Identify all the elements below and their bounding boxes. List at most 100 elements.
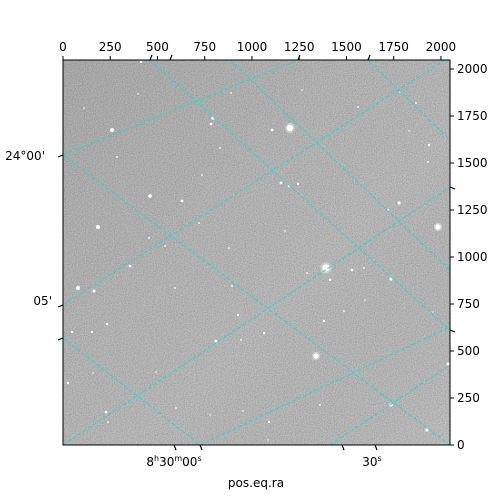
star bbox=[107, 421, 109, 423]
star bbox=[284, 230, 286, 232]
star bbox=[242, 410, 244, 412]
wcs-tick-mark bbox=[57, 337, 64, 341]
dec-tick-label-24-00: 24°00' bbox=[5, 149, 45, 163]
wcs-tick-mark bbox=[341, 444, 345, 451]
star bbox=[83, 107, 85, 109]
grid-line bbox=[63, 60, 446, 306]
right-tick-label: 250 bbox=[457, 391, 480, 405]
star bbox=[306, 272, 308, 274]
star bbox=[328, 278, 332, 282]
ra-tick-label-30s: 30s bbox=[362, 454, 381, 469]
top-tick-label: 250 bbox=[99, 40, 122, 54]
star bbox=[319, 404, 321, 406]
star bbox=[110, 128, 114, 132]
wcs-tick-mark bbox=[367, 54, 371, 61]
right-tick-label: 500 bbox=[457, 344, 480, 358]
top-tick-label: 1250 bbox=[284, 40, 315, 54]
star bbox=[427, 143, 431, 147]
star bbox=[301, 89, 303, 91]
star bbox=[432, 311, 434, 313]
grid-line bbox=[149, 60, 450, 331]
star bbox=[286, 124, 294, 132]
star bbox=[214, 339, 218, 343]
top-pixel-axis: 0 250 500 750 1000 1250 1500 1750 2000 bbox=[59, 40, 456, 60]
plot-frame bbox=[62, 59, 451, 446]
star bbox=[128, 264, 132, 268]
star bbox=[228, 247, 230, 249]
top-tick-label: 750 bbox=[193, 40, 216, 54]
star bbox=[175, 407, 177, 409]
right-tick-label: 0 bbox=[457, 438, 465, 452]
wcs-tick-mark bbox=[169, 54, 173, 61]
star bbox=[230, 92, 232, 94]
star bbox=[90, 330, 94, 334]
star bbox=[236, 313, 240, 317]
wcs-tick-mark bbox=[449, 329, 456, 333]
right-tick-label: 2000 bbox=[457, 62, 488, 76]
star bbox=[343, 310, 345, 312]
star bbox=[198, 222, 200, 224]
wcs-tick-mark bbox=[449, 186, 456, 190]
grid-line bbox=[199, 326, 450, 445]
star bbox=[92, 289, 96, 293]
star bbox=[313, 353, 319, 359]
grid-line bbox=[229, 60, 450, 271]
star bbox=[148, 194, 152, 198]
star bbox=[137, 93, 139, 95]
star bbox=[76, 286, 80, 290]
grid-line bbox=[329, 364, 450, 445]
star bbox=[231, 285, 233, 287]
star bbox=[267, 439, 269, 441]
star bbox=[397, 201, 401, 205]
wcs-tick-mark bbox=[149, 54, 153, 61]
top-tick-label: 2000 bbox=[426, 40, 457, 54]
star bbox=[201, 174, 203, 176]
star bbox=[66, 381, 70, 385]
star bbox=[164, 245, 166, 247]
star bbox=[116, 156, 118, 158]
star bbox=[92, 372, 94, 374]
star bbox=[446, 362, 450, 366]
star bbox=[435, 224, 441, 230]
stars bbox=[66, 60, 450, 441]
right-tick-label: 1750 bbox=[457, 109, 488, 123]
grid-line bbox=[63, 60, 299, 156]
top-tick-label: 1000 bbox=[237, 40, 268, 54]
star bbox=[415, 102, 417, 104]
star bbox=[279, 181, 283, 185]
grid-line bbox=[63, 186, 450, 445]
star bbox=[70, 330, 74, 334]
coordinate-grid bbox=[63, 60, 450, 445]
star bbox=[350, 268, 354, 272]
star bbox=[96, 225, 100, 229]
star bbox=[209, 122, 213, 126]
right-tick-label: 1250 bbox=[457, 203, 488, 217]
star bbox=[180, 199, 184, 203]
star bbox=[267, 420, 271, 424]
star bbox=[105, 322, 109, 326]
star bbox=[427, 161, 429, 163]
right-tick-label: 1500 bbox=[457, 156, 488, 170]
star bbox=[174, 287, 176, 289]
right-tick-label: 1000 bbox=[457, 250, 488, 264]
star bbox=[296, 182, 300, 186]
dec-tick-label-05: 05' bbox=[33, 294, 52, 308]
world-coordinate-ticks bbox=[57, 54, 456, 451]
top-tick-label: 1750 bbox=[378, 40, 409, 54]
star bbox=[219, 147, 221, 149]
wcs-tick-mark bbox=[173, 444, 177, 451]
ra-tick-label-8h30m00s: 8h30m00s bbox=[146, 454, 201, 469]
star bbox=[364, 299, 366, 301]
grid-line bbox=[367, 60, 450, 141]
wcs-tick-mark bbox=[374, 444, 378, 451]
grid-line bbox=[63, 337, 201, 445]
star bbox=[155, 371, 157, 373]
right-tick-label: 750 bbox=[457, 297, 480, 311]
star bbox=[425, 428, 429, 432]
right-pixel-axis: 0 250 500 750 1000 1250 1500 1750 2000 bbox=[450, 62, 488, 452]
star bbox=[322, 264, 330, 272]
image-area bbox=[63, 60, 450, 445]
wcs-tick-mark bbox=[297, 54, 301, 61]
grid-line bbox=[63, 154, 450, 445]
